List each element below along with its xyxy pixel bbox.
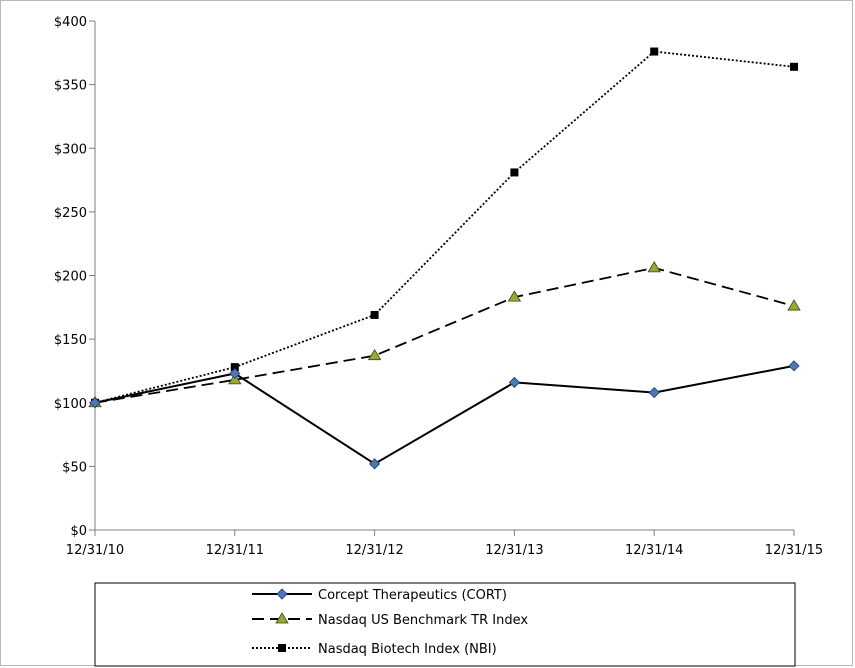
x-tick-label: 12/31/14 — [625, 543, 683, 558]
x-tick-label: 12/31/10 — [66, 543, 124, 558]
x-tick-label: 12/31/12 — [345, 543, 403, 558]
y-tick-label: $50 — [62, 460, 87, 475]
data-point-nasdaq-biotech — [370, 310, 379, 319]
data-point-nasdaq-benchmark — [647, 261, 661, 273]
series-nasdaq-biotech — [91, 47, 798, 407]
data-point-corcept — [648, 387, 660, 399]
data-point-nasdaq-biotech — [650, 47, 659, 56]
y-tick-label: $100 — [54, 397, 87, 412]
data-point-nasdaq-benchmark — [787, 299, 801, 311]
y-tick-label: $0 — [70, 524, 87, 539]
legend-label-nasdaq-benchmark: Nasdaq US Benchmark TR Index — [318, 613, 528, 628]
y-tick-label: $200 — [54, 270, 87, 285]
legend-label-nasdaq-biotech: Nasdaq Biotech Index (NBI) — [318, 642, 497, 657]
y-tick-label: $400 — [54, 15, 87, 30]
data-point-nasdaq-biotech — [510, 168, 519, 177]
data-point-nasdaq-biotech — [790, 62, 798, 71]
series-line-nasdaq-biotech — [94, 50, 795, 404]
legend: Corcept Therapeutics (CORT) Nasdaq US Ben… — [94, 582, 796, 667]
legend-box — [94, 582, 796, 667]
x-tick-label: 12/31/15 — [765, 543, 823, 558]
data-point-corcept — [788, 360, 800, 372]
series-line-corcept — [94, 364, 795, 466]
legend-marker-nasdaq-biotech — [278, 644, 286, 652]
data-point-corcept — [89, 397, 101, 409]
series-line-nasdaq-benchmark — [94, 266, 795, 404]
series-layer — [88, 47, 801, 470]
axes: $0 $50 $100 $150 $200 $250 $300 $350 $400 12/31/1… — [54, 15, 823, 558]
data-point-nasdaq-biotech — [230, 363, 239, 372]
y-tick-label: $150 — [54, 333, 87, 348]
x-tick-label: 12/31/13 — [485, 543, 543, 558]
legend-marker-nasdaq-benchmark — [275, 612, 289, 624]
y-tick-label: $300 — [54, 142, 87, 157]
data-point-corcept — [508, 376, 520, 388]
legend-marker-corcept — [276, 588, 288, 600]
y-tick-label: $250 — [54, 206, 87, 221]
legend-label-corcept: Corcept Therapeutics (CORT) — [318, 588, 507, 603]
series-corcept — [89, 360, 800, 470]
data-point-nasdaq-benchmark — [507, 290, 522, 302]
data-point-corcept — [369, 458, 381, 470]
x-tick-label: 12/31/11 — [206, 543, 264, 558]
y-tick-label: $350 — [54, 79, 87, 94]
data-point-nasdaq-benchmark — [367, 348, 382, 361]
data-point-corcept — [229, 367, 241, 380]
